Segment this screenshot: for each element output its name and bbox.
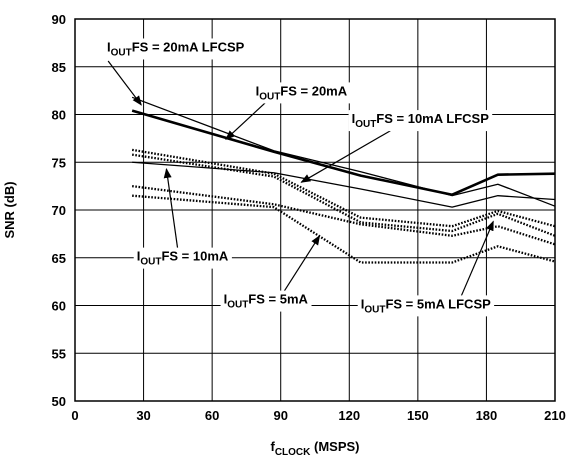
- x-tick-label-210: 210: [544, 408, 566, 423]
- y-tick-label-60: 60: [52, 299, 66, 314]
- y-tick-label-80: 80: [52, 108, 66, 123]
- annotation-background-a5_lfcsp: [357, 295, 495, 317]
- annotation-label-a5: IOUTFS = 5mA: [224, 292, 309, 311]
- x-tick-label-0: 0: [71, 408, 78, 423]
- y-tick-label-70: 70: [52, 203, 66, 218]
- y-tick-label-55: 55: [52, 346, 66, 361]
- series-line-s5_lfcsp: [131, 184, 556, 246]
- y-tick-label-65: 65: [52, 251, 66, 266]
- annotation-arrow-a5: [282, 234, 321, 294]
- annotation-arrow-a5_lfcsp: [460, 220, 494, 297]
- plot-frame: [74, 18, 556, 402]
- series-line-s10_lfcsp: [132, 161, 556, 208]
- y-tick-label-90: 90: [52, 12, 66, 27]
- series-line-s10_b: [131, 153, 556, 237]
- x-axis-label: fCLOCK (MSPS): [270, 439, 359, 458]
- x-tick-label-90: 90: [273, 408, 287, 423]
- grid-lines: [74, 18, 556, 402]
- x-tick-label-150: 150: [407, 408, 429, 423]
- annotation-label-a10_lfcsp: IOUTFS = 10mA LFCSP: [352, 111, 490, 130]
- annotation-label-a20_lfcsp: IOUTFS = 20mA LFCSP: [107, 39, 245, 58]
- x-axis-label-rest: (MSPS): [310, 439, 359, 454]
- y-tick-label-85: 85: [52, 60, 66, 75]
- annotation-label-a20: IOUTFS = 20mA: [256, 83, 348, 102]
- annotation-background-a10_lfcsp: [348, 110, 493, 132]
- annotation-arrow-a10_lfcsp: [300, 130, 391, 183]
- annotation-arrow-a20: [225, 100, 268, 141]
- x-tick-label-30: 30: [136, 408, 150, 423]
- annotation-label-a5_lfcsp: IOUTFS = 5mA LFCSP: [361, 296, 491, 315]
- y-axis-label: SNR (dB): [2, 181, 17, 238]
- series-line-s20_lfcsp: [131, 96, 556, 207]
- series-line-s5: [132, 194, 556, 264]
- y-tick-label-75: 75: [52, 155, 66, 170]
- x-axis-label-sub: CLOCK: [275, 447, 311, 458]
- annotation-label-a10: IOUTFS = 10mA: [137, 249, 229, 268]
- y-tick-labels: 50 55 60 65 70 75 80 85 90: [52, 12, 66, 409]
- annotation-arrow-a20_lfcsp: [107, 60, 142, 106]
- x-tick-labels: 0 30 60 90 120 150 180 210: [71, 408, 565, 423]
- x-tick-label-120: 120: [338, 408, 360, 423]
- y-tick-label-50: 50: [52, 394, 66, 409]
- x-tick-label-180: 180: [476, 408, 498, 423]
- annotation-background-a5: [220, 290, 312, 312]
- series-line-s10_a: [131, 148, 556, 228]
- annotation-background-a20: [252, 82, 351, 104]
- annotation-background-a20_lfcsp: [104, 38, 248, 60]
- annotation-background-a10: [133, 247, 232, 269]
- data-series: [131, 96, 556, 264]
- annotation-arrow-a10: [163, 167, 179, 251]
- series-line-s20: [131, 109, 556, 197]
- x-axis-label-main: f: [270, 439, 275, 454]
- x-tick-label-60: 60: [205, 408, 219, 423]
